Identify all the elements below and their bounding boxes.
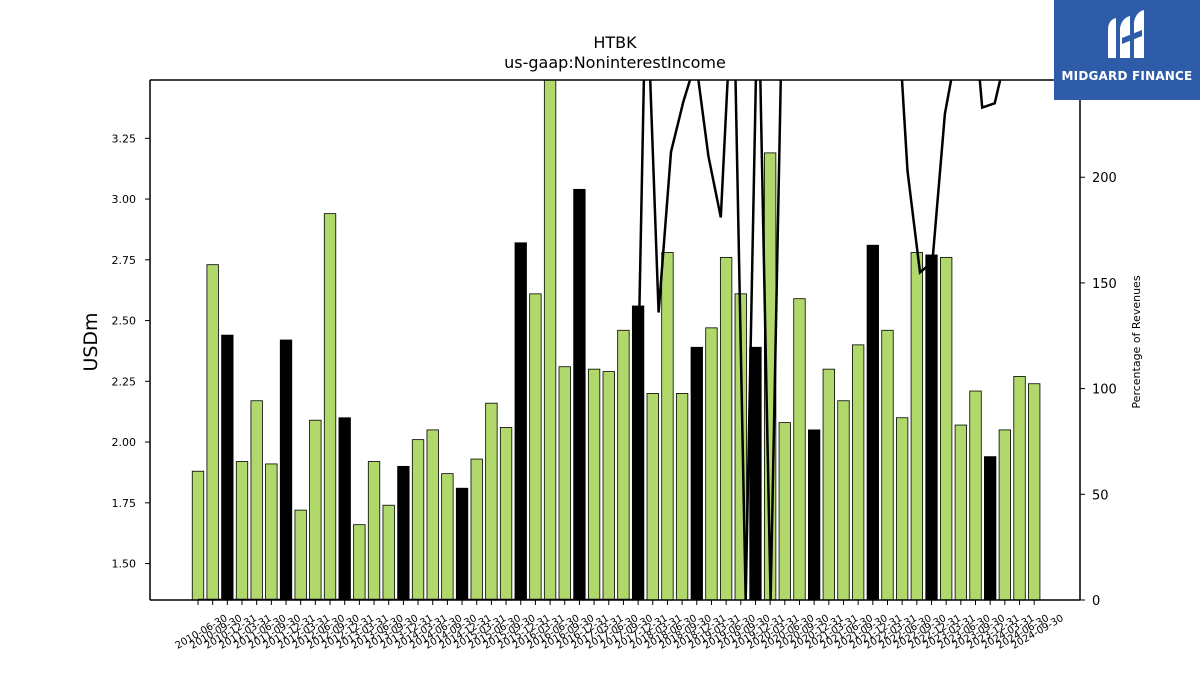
bar: [925, 254, 938, 601]
bar: [587, 368, 601, 601]
bar: [455, 487, 469, 601]
y-tick-label: 2.75: [112, 254, 137, 267]
y2-tick-label: 50: [1092, 488, 1109, 503]
axes-group: 1.50 1.75 2.00 2.25 2.50 2.75 3.00 3.25 0 50 100 15…: [112, 79, 1117, 652]
bar: [338, 417, 351, 601]
bar: [661, 252, 674, 601]
bar: [529, 293, 542, 601]
bar: [954, 424, 967, 601]
y-tick-label: 2.50: [112, 315, 137, 328]
y-tick-label: 1.50: [112, 558, 137, 571]
bar: [279, 339, 293, 601]
bars-group: [191, 79, 1041, 601]
bar: [235, 461, 249, 601]
y2-tick-label: 200: [1092, 171, 1117, 186]
y-tick-label: 2.25: [112, 375, 137, 388]
bar: [793, 298, 806, 601]
logo-text: MIDGARD FINANCE: [1061, 69, 1193, 83]
y-tick-label: 1.75: [112, 497, 137, 510]
bar: [690, 346, 703, 601]
bar: [573, 188, 586, 601]
bar: [940, 256, 953, 601]
y-tick-label: 2.00: [112, 436, 137, 449]
bar: [807, 429, 821, 601]
bar: [719, 256, 733, 601]
bar: [250, 400, 263, 601]
bar: [294, 509, 307, 601]
bar: [485, 402, 498, 601]
chart-subtitle: us-gaap:NoninterestIncome: [504, 53, 726, 72]
bar: [852, 344, 865, 601]
bar: [837, 400, 850, 601]
bar: [558, 366, 571, 601]
bar: [309, 419, 322, 601]
bar: [866, 244, 879, 601]
bar: [323, 213, 337, 601]
y2-tick-label: 100: [1092, 383, 1117, 398]
bar: [353, 524, 366, 601]
bar: [206, 264, 219, 601]
bar: [646, 393, 659, 601]
bar: [778, 422, 791, 601]
bar: [881, 329, 894, 601]
bar: [426, 429, 439, 601]
y2-axis-label: Percentage of Revenues: [1130, 275, 1143, 408]
bar: [441, 473, 454, 601]
bar: [191, 470, 205, 601]
bar: [969, 390, 982, 601]
bar: [617, 329, 630, 601]
bar: [705, 327, 718, 601]
bar: [221, 334, 234, 601]
brand-logo: MIDGARD FINANCE: [1054, 0, 1200, 100]
bar: [602, 371, 615, 601]
bar: [367, 461, 381, 601]
bar: [499, 427, 513, 601]
bar: [675, 393, 689, 601]
y-tick-label: 3.25: [112, 132, 137, 145]
bar: [470, 458, 483, 601]
bar: [397, 465, 410, 601]
y-axis-label: USDm: [80, 312, 102, 371]
bar: [998, 429, 1011, 601]
bar: [265, 463, 278, 601]
bar: [910, 252, 923, 601]
bar: [514, 242, 527, 601]
bar: [543, 79, 557, 601]
y2-tick-label: 0: [1092, 594, 1100, 609]
bar: [411, 439, 425, 601]
bar: [1028, 383, 1041, 601]
bar: [984, 456, 997, 601]
bar: [1013, 376, 1026, 601]
chart-title: HTBK: [593, 33, 637, 52]
y2-tick-label: 150: [1092, 277, 1117, 292]
bar: [382, 504, 395, 601]
bar: [749, 346, 762, 601]
y-tick-label: 3.00: [112, 193, 137, 206]
bar: [822, 368, 835, 601]
bar: [896, 417, 909, 601]
logo-mark-icon: [1108, 10, 1144, 58]
